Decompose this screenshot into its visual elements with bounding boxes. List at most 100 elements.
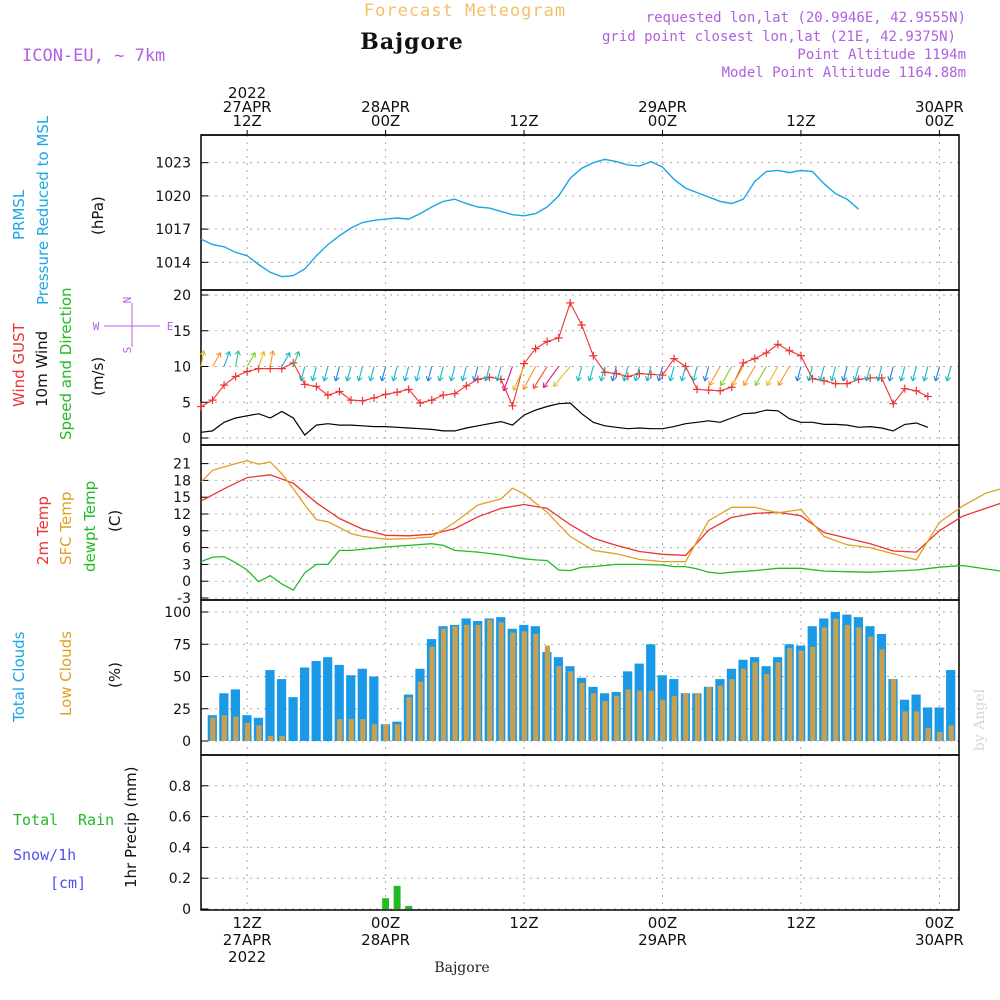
wind-arrow (600, 366, 606, 382)
wind-arrow-head (829, 376, 836, 382)
wind-arrow (708, 366, 721, 386)
precip-unit-label: 1hr Precip (mm) (122, 767, 140, 888)
low-cloud-bar (890, 679, 897, 741)
wind-arrow (496, 366, 502, 382)
wind-arrow-head (379, 376, 386, 382)
wind-arrow (392, 366, 398, 382)
panel-1: 0 5 10 15 20 (173, 288, 960, 447)
gust-marker (808, 374, 817, 383)
pressure-line (200, 158, 860, 278)
wind-arrow-head (731, 380, 737, 387)
y-tick-label: 1020 (155, 189, 191, 205)
gust-marker (312, 382, 321, 391)
wind-arrow (461, 366, 467, 382)
wind-arrow-head (864, 376, 871, 382)
wind-arrow (946, 366, 952, 382)
wind-arrow (323, 366, 329, 382)
wind-arrow-head (708, 380, 714, 387)
dewpoint-line (200, 543, 1000, 592)
wind-arrow-head (391, 376, 398, 382)
prmsl-label: PRMSL (10, 189, 28, 240)
low-cloud-bar (521, 631, 527, 741)
low-cloud-bar (452, 626, 458, 741)
wind-arrow (235, 350, 239, 367)
gust-marker (704, 386, 713, 395)
low-cloud-bar (637, 690, 643, 741)
wind-arrow-head (679, 376, 686, 382)
y-tick-label: 20 (173, 288, 191, 304)
low-cloud-bar (337, 719, 343, 741)
total-cloud-bar (299, 667, 310, 741)
wind-arrow-head (691, 376, 698, 382)
time-label-top: 28APR (361, 98, 410, 116)
low-cloud-bar (867, 636, 874, 741)
low-cloud-bar (256, 725, 262, 741)
y-tick-label: 3 (182, 557, 191, 573)
gust-marker (577, 321, 586, 330)
gust-marker (716, 386, 725, 395)
wind-arrow-head (414, 376, 421, 382)
gust-marker (900, 384, 909, 393)
low-cloud-bar (279, 735, 285, 741)
wind-arrow-head (356, 376, 363, 382)
wind-arrow-head (234, 350, 241, 356)
gust-marker (462, 381, 471, 390)
total-cloud-bar (946, 670, 956, 741)
wind-arrow (212, 352, 222, 367)
wind-arrow (450, 366, 456, 382)
y-tick-label: 0 (182, 902, 191, 918)
y-tick-label: 1017 (155, 222, 191, 238)
wind-arrow-head (656, 376, 663, 382)
wind-arrow (281, 352, 291, 367)
time-label-bottom: 12Z (509, 914, 538, 932)
total-cloud-bar (923, 707, 933, 741)
pressure-labels: PRMSL Pressure Reduced to MSL (hPa) (10, 115, 107, 305)
wind-arrow-head (269, 350, 276, 356)
gust-marker (543, 337, 552, 346)
time-label-bottom: 00Z (648, 914, 677, 932)
wind-arrow (503, 366, 514, 392)
gust-marker (220, 381, 229, 390)
location-title: Bajgore (360, 29, 463, 55)
time-label-bottom: 00Z (925, 914, 954, 932)
wind-speed-direction-label: Speed and Direction (57, 287, 75, 440)
total-cloud-bar (230, 689, 240, 741)
low-cloud-bar (706, 686, 712, 741)
y-tick-label: 5 (182, 395, 191, 411)
wind-arrow-head (448, 376, 455, 382)
y-tick-label: 21 (173, 457, 191, 473)
low-cloud-bar (371, 724, 377, 741)
clouds-unit-label: (%) (106, 662, 124, 688)
total-label: Total (13, 811, 58, 829)
gust-marker (566, 298, 575, 307)
wind-arrow (577, 366, 583, 382)
low-cloud-bar (902, 711, 908, 741)
low-cloud-bar (810, 646, 816, 741)
wind-arrow (669, 366, 675, 382)
snow-label: Snow/1h (13, 846, 76, 864)
time-label-bottom: 00Z (371, 914, 400, 932)
wind-arrow (269, 350, 274, 367)
time-label-top: 29APR (638, 98, 687, 116)
dewpt-temp-label: dewpt Temp (81, 481, 99, 572)
wind-arrow (346, 366, 352, 382)
total-cloud-bar (311, 661, 321, 741)
low-cloud-bar (567, 671, 574, 741)
wind-arrow (258, 351, 265, 367)
low-cloud-bar (925, 728, 931, 741)
low-cloud-bar (602, 701, 608, 741)
gust-marker (670, 354, 679, 363)
wind-arrow-head (818, 376, 825, 382)
temp-labels: 2m Temp SFC Temp dewpt Temp (C) (34, 481, 124, 572)
wind-arrow-head (345, 376, 352, 382)
gust-marker (208, 396, 217, 405)
wind-arrow-head (910, 376, 917, 382)
time-label-top: 12Z (509, 112, 538, 130)
low-cloud-bar (429, 646, 435, 741)
low-cloud-bar (914, 711, 920, 741)
gust-marker (450, 389, 459, 398)
y-tick-label: 50 (173, 670, 191, 686)
wind-arrow-head (610, 376, 617, 382)
wind-arrow-head (633, 376, 640, 382)
wind-arrow (427, 366, 433, 382)
